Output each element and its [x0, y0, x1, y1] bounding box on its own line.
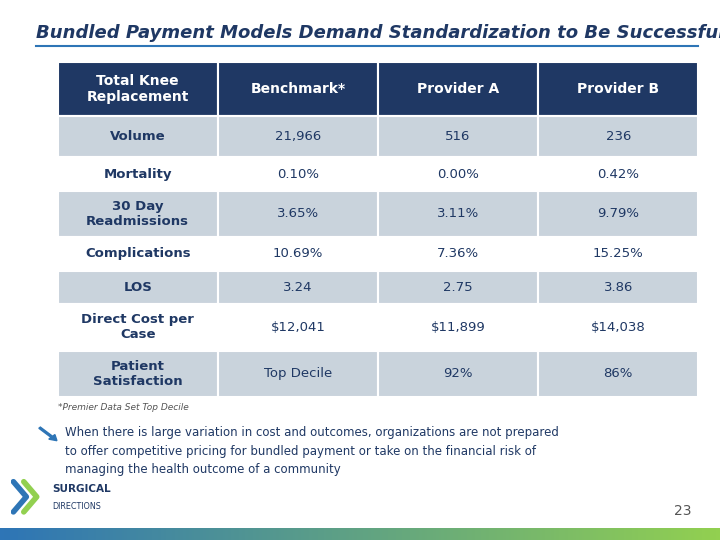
Bar — [378, 304, 538, 350]
Text: Mortality: Mortality — [104, 167, 172, 180]
Text: Volume: Volume — [110, 130, 166, 143]
Bar — [217, 304, 378, 350]
Text: Top Decile: Top Decile — [264, 367, 332, 380]
Bar — [378, 62, 538, 116]
Text: 236: 236 — [606, 130, 631, 143]
Text: When there is large variation in cost and outcomes, organizations are not prepar: When there is large variation in cost an… — [65, 426, 559, 476]
Text: 30 Day
Readmissions: 30 Day Readmissions — [86, 200, 189, 228]
Bar — [58, 157, 217, 191]
Bar — [217, 157, 378, 191]
Text: 3.65%: 3.65% — [276, 207, 319, 220]
Text: Provider A: Provider A — [417, 82, 499, 96]
Text: 2.75: 2.75 — [444, 281, 473, 294]
Bar — [58, 191, 217, 237]
Text: DIRECTIONS: DIRECTIONS — [53, 502, 101, 511]
Bar — [538, 350, 698, 397]
Text: $12,041: $12,041 — [271, 321, 325, 334]
Text: Benchmark*: Benchmark* — [251, 82, 346, 96]
Text: 3.11%: 3.11% — [437, 207, 480, 220]
Text: Patient
Satisfaction: Patient Satisfaction — [93, 360, 182, 388]
Text: 516: 516 — [446, 130, 471, 143]
Bar — [217, 271, 378, 304]
Bar — [58, 271, 217, 304]
Text: Total Knee
Replacement: Total Knee Replacement — [86, 74, 189, 104]
Bar — [217, 62, 378, 116]
Bar — [217, 116, 378, 157]
Text: 0.10%: 0.10% — [277, 167, 319, 180]
Text: 23: 23 — [674, 504, 691, 518]
Text: 0.00%: 0.00% — [437, 167, 479, 180]
Bar — [378, 116, 538, 157]
Text: 86%: 86% — [603, 367, 633, 380]
Bar — [538, 271, 698, 304]
Text: 3.24: 3.24 — [283, 281, 312, 294]
Bar — [538, 62, 698, 116]
Bar — [538, 191, 698, 237]
Text: 21,966: 21,966 — [275, 130, 321, 143]
Bar — [378, 191, 538, 237]
Text: Provider B: Provider B — [577, 82, 660, 96]
Bar — [217, 191, 378, 237]
Text: Direct Cost per
Case: Direct Cost per Case — [81, 313, 194, 341]
Bar — [378, 271, 538, 304]
Text: 15.25%: 15.25% — [593, 247, 644, 260]
Text: $11,899: $11,899 — [431, 321, 485, 334]
Text: 10.69%: 10.69% — [273, 247, 323, 260]
Text: 92%: 92% — [444, 367, 473, 380]
Bar — [217, 350, 378, 397]
Text: SURGICAL: SURGICAL — [53, 484, 111, 494]
Bar — [58, 237, 217, 271]
Bar — [538, 304, 698, 350]
Text: 9.79%: 9.79% — [598, 207, 639, 220]
Bar — [58, 350, 217, 397]
Bar — [538, 157, 698, 191]
Bar — [58, 304, 217, 350]
Text: *Premier Data Set Top Decile: *Premier Data Set Top Decile — [58, 403, 189, 413]
Text: Bundled Payment Models Demand Standardization to Be Successful: Bundled Payment Models Demand Standardiz… — [36, 24, 720, 42]
Bar — [58, 62, 217, 116]
Text: 7.36%: 7.36% — [437, 247, 480, 260]
Text: $14,038: $14,038 — [591, 321, 646, 334]
Bar — [378, 237, 538, 271]
Bar — [378, 350, 538, 397]
Bar — [538, 116, 698, 157]
Text: Complications: Complications — [85, 247, 191, 260]
Bar — [58, 116, 217, 157]
FancyArrow shape — [39, 427, 57, 441]
Text: LOS: LOS — [123, 281, 152, 294]
Text: 3.86: 3.86 — [603, 281, 633, 294]
Bar — [378, 157, 538, 191]
Text: 0.42%: 0.42% — [598, 167, 639, 180]
Bar — [217, 237, 378, 271]
Bar — [538, 237, 698, 271]
